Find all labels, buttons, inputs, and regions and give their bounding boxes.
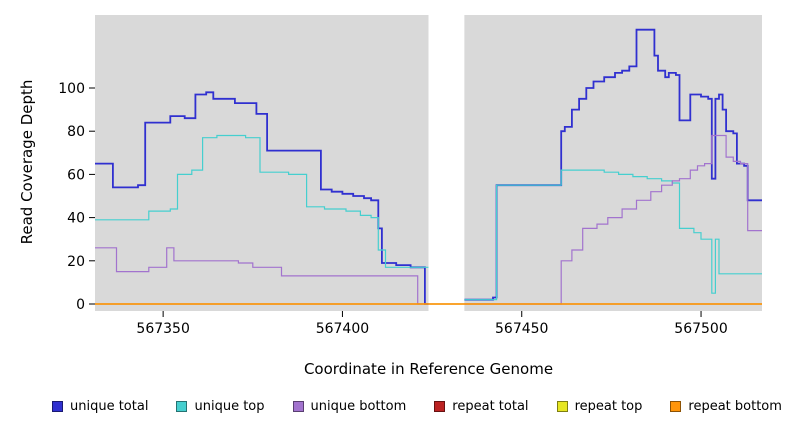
y-tick-label: 40 xyxy=(67,211,85,227)
legend-label: repeat bottom xyxy=(688,399,782,414)
legend-label: unique total xyxy=(70,399,149,414)
repeat-bottom-swatch-icon xyxy=(670,401,682,412)
series-line-unique-total xyxy=(464,28,762,301)
unique-total-swatch-icon xyxy=(52,401,63,412)
y-tick-label: 0 xyxy=(76,297,85,313)
x-tick-label: 567400 xyxy=(316,321,369,337)
legend-item-repeat-bottom: repeat bottom xyxy=(670,399,782,414)
y-tick-label: 60 xyxy=(67,167,85,183)
legend-item-repeat-top: repeat top xyxy=(556,399,643,414)
x-tick-label: 567450 xyxy=(495,321,548,337)
y-axis-title: Read Coverage Depth xyxy=(18,79,36,245)
legend-label: unique bottom xyxy=(310,399,407,414)
unique-top-swatch-icon xyxy=(176,401,188,412)
legend-label: repeat top xyxy=(574,399,643,414)
legend-item-repeat-total: repeat total xyxy=(434,399,529,414)
legend-item-unique-bottom: unique bottom xyxy=(292,399,407,414)
series-line-unique-top xyxy=(95,134,429,268)
x-axis-title: Coordinate in Reference Genome xyxy=(303,360,554,378)
series-line-unique-bottom xyxy=(464,134,762,305)
legend-label: unique top xyxy=(194,399,265,414)
legend-item-unique-top: unique top xyxy=(176,399,265,414)
repeat-top-swatch-icon xyxy=(556,401,568,412)
legend: unique total unique top unique bottom re… xyxy=(0,399,792,414)
legend-item-unique-total: unique total xyxy=(52,399,148,414)
no-data-gap xyxy=(428,10,465,311)
x-tick-label: 567350 xyxy=(136,321,189,337)
y-tick-label: 20 xyxy=(67,254,85,270)
series-line-unique-top xyxy=(464,169,762,301)
legend-label: repeat total xyxy=(452,399,529,414)
series-line-unique-total xyxy=(95,91,429,305)
series-line-unique-bottom xyxy=(95,247,429,305)
repeat-total-swatch-icon xyxy=(434,401,446,412)
x-tick-label: 567500 xyxy=(674,321,727,337)
y-tick-label: 80 xyxy=(67,124,85,140)
unique-bottom-swatch-icon xyxy=(292,401,304,412)
y-tick-label: 100 xyxy=(58,81,85,97)
